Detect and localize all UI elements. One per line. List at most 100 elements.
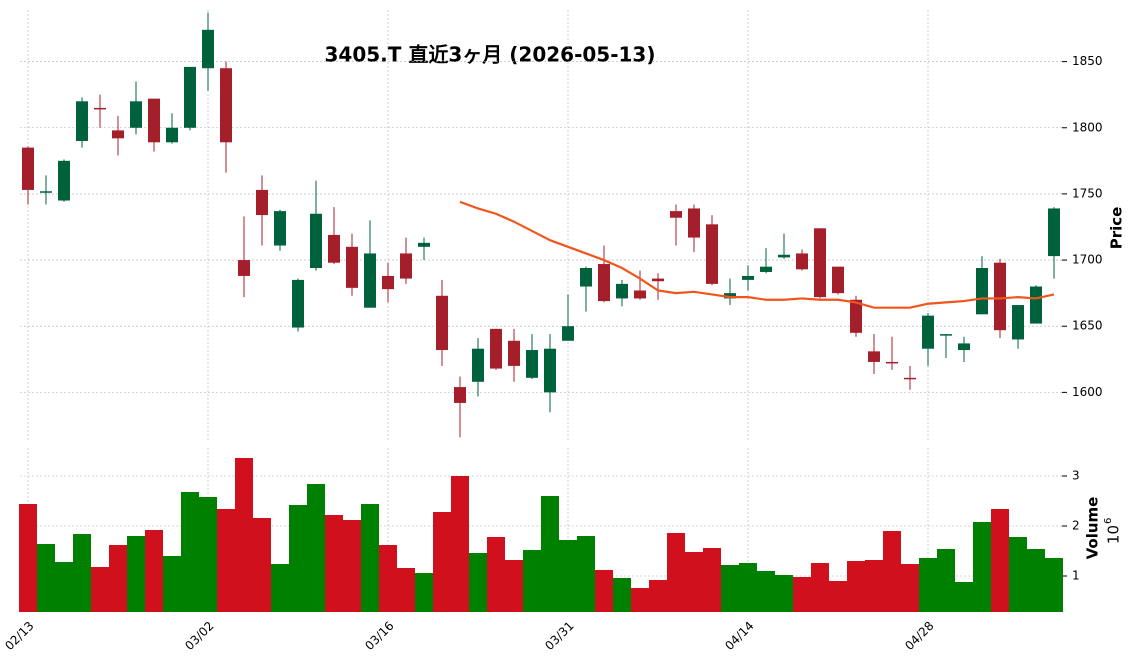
- candle-body: [670, 211, 682, 218]
- chart-title: 3405.T 直近3ヶ月 (2026-05-13): [325, 43, 656, 67]
- volume-bar: [163, 556, 181, 612]
- candle-body: [130, 101, 142, 128]
- x-tick-label: 04/28: [902, 619, 936, 653]
- volume-bar: [343, 520, 361, 612]
- candle-body: [688, 208, 700, 238]
- volume-bar: [973, 522, 991, 612]
- y-tick-label: 2: [1072, 519, 1080, 533]
- volume-bar: [487, 537, 505, 612]
- volume-bar: [793, 577, 811, 612]
- candle-body: [1048, 208, 1060, 257]
- volume-bar: [73, 534, 91, 612]
- candle-body: [454, 387, 466, 403]
- x-tick-label: 03/02: [182, 619, 216, 653]
- price-axis-label: Price: [1108, 207, 1126, 250]
- volume-bar: [541, 496, 559, 612]
- candle-body: [958, 343, 970, 351]
- candle-body: [580, 268, 592, 287]
- volume-bar: [685, 552, 703, 612]
- volume-bar: [397, 568, 415, 612]
- y-tick-label: 1700: [1072, 253, 1103, 267]
- volume-bar: [613, 578, 631, 612]
- volume-bar: [127, 536, 145, 612]
- candle-body: [616, 283, 628, 299]
- candle-body: [22, 147, 34, 190]
- candle-body: [382, 275, 394, 290]
- candle-body: [976, 268, 988, 315]
- volume-bar: [235, 458, 253, 612]
- candle-body: [310, 213, 322, 268]
- candle-body: [742, 275, 754, 280]
- volume-bar: [1045, 558, 1063, 612]
- x-tick-label: 04/14: [722, 619, 756, 653]
- y-tick-label: 3: [1072, 469, 1080, 483]
- candle-body: [112, 130, 124, 139]
- scale-base: 10: [1105, 525, 1123, 544]
- candle-body: [544, 348, 556, 393]
- volume-bar: [595, 570, 613, 612]
- candle-body: [778, 254, 790, 258]
- candle-body: [526, 350, 538, 378]
- x-tick-label: 03/16: [362, 619, 396, 653]
- volume-bar: [829, 581, 847, 612]
- candle-body: [400, 253, 412, 279]
- candle-body: [292, 279, 304, 328]
- volume-bar: [307, 484, 325, 612]
- candle-body: [76, 101, 88, 141]
- candle-body: [850, 299, 862, 333]
- volume-bar: [847, 561, 865, 612]
- candle-body: [40, 191, 52, 193]
- volume-bar: [865, 560, 883, 612]
- volume-bar: [37, 544, 55, 612]
- y-tick-label: 1800: [1072, 120, 1103, 134]
- candle-body: [184, 66, 196, 128]
- candle-body: [706, 224, 718, 284]
- candle-body: [436, 295, 448, 351]
- candle-body: [94, 107, 106, 110]
- candle-body: [634, 290, 646, 299]
- candle-body: [202, 29, 214, 69]
- candle-body: [58, 160, 70, 201]
- candle-body: [274, 211, 286, 246]
- candle-body: [238, 260, 250, 276]
- y-tick-label: 1: [1072, 569, 1080, 583]
- volume-scale: 10 6: [1103, 518, 1123, 544]
- candle-body: [922, 315, 934, 349]
- volume-bar: [955, 582, 973, 612]
- volume-bar: [109, 545, 127, 612]
- candle-body: [940, 334, 952, 336]
- candle-body: [814, 228, 826, 298]
- volume-bar: [379, 545, 397, 612]
- volume-bar: [91, 567, 109, 612]
- volume-bar: [469, 553, 487, 612]
- volume-bar: [775, 575, 793, 612]
- volume-bar: [757, 571, 775, 612]
- volume-bar: [289, 505, 307, 612]
- volume-axis-label: Volume: [1084, 497, 1102, 560]
- volume-bar: [253, 518, 271, 612]
- y-tick-label: 1850: [1072, 54, 1103, 68]
- volume-bar: [361, 504, 379, 612]
- candle-body: [562, 326, 574, 341]
- volume-bar: [703, 548, 721, 612]
- candle-body: [508, 340, 520, 366]
- candle-body: [418, 242, 430, 247]
- candle-body: [256, 189, 268, 216]
- volume-bar: [667, 533, 685, 612]
- volume-bar: [631, 588, 649, 612]
- volume-bar: [217, 509, 235, 612]
- volume-bar: [451, 476, 469, 612]
- volume-bar: [883, 531, 901, 612]
- volume-bar: [433, 512, 451, 612]
- candle-body: [652, 278, 664, 282]
- volume-bar: [1027, 549, 1045, 612]
- candle-body: [148, 98, 160, 143]
- volume-bar: [505, 560, 523, 612]
- candle-body: [490, 328, 502, 369]
- candle-body: [886, 361, 898, 364]
- volume-bar: [145, 530, 163, 612]
- volume-bar: [55, 562, 73, 612]
- volume-bar: [19, 504, 37, 612]
- candle-body: [1030, 286, 1042, 324]
- y-tick-label: 1750: [1072, 186, 1103, 200]
